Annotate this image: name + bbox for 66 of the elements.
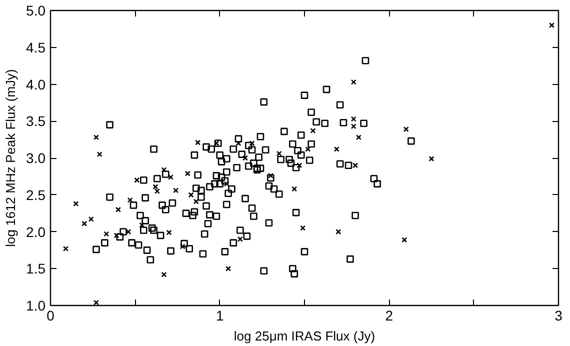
point — [403, 126, 409, 132]
point — [104, 231, 110, 237]
point — [82, 220, 88, 226]
point — [352, 162, 358, 168]
y-axis-title: log 1612 MHz Peak Flux (mJy) — [3, 69, 18, 247]
point — [548, 22, 554, 28]
point — [402, 237, 408, 243]
point — [350, 79, 356, 85]
point — [114, 232, 120, 238]
point — [296, 162, 302, 168]
x-tick-label: 0 — [46, 308, 55, 324]
point — [126, 228, 132, 235]
y-tick-label: 4.5 — [26, 39, 46, 56]
point — [96, 152, 102, 158]
y-tick-label: 2.0 — [26, 224, 46, 240]
point — [237, 236, 243, 242]
point — [268, 172, 274, 178]
point — [226, 266, 232, 272]
y-tick-label: 3.5 — [26, 113, 46, 130]
point — [180, 244, 186, 250]
point — [73, 200, 79, 206]
point — [195, 140, 201, 146]
point — [184, 170, 190, 176]
point — [93, 134, 99, 140]
point — [93, 300, 99, 306]
point — [300, 225, 306, 231]
y-tick-label: 2.5 — [26, 186, 46, 203]
y-tick-label: 5.0 — [26, 2, 46, 18]
point — [214, 140, 220, 146]
point — [334, 146, 340, 152]
point — [161, 272, 167, 278]
point — [428, 156, 434, 162]
point — [350, 116, 356, 122]
x-tick-label: 1 — [216, 308, 224, 324]
point — [188, 192, 194, 198]
point — [168, 174, 174, 180]
point — [276, 150, 282, 156]
point — [305, 146, 311, 152]
point — [88, 216, 94, 222]
point — [193, 198, 199, 204]
point — [310, 128, 316, 134]
point — [242, 155, 248, 161]
point — [350, 124, 356, 130]
point — [173, 188, 179, 194]
point — [62, 246, 69, 252]
point — [224, 181, 230, 187]
point — [127, 197, 133, 203]
y-tick-label: 3.0 — [26, 150, 46, 166]
x-tick-label: 2 — [385, 308, 394, 324]
point — [336, 228, 342, 235]
point — [292, 186, 298, 192]
point — [166, 230, 172, 236]
point — [139, 222, 145, 228]
point — [154, 188, 160, 194]
x-tick-label: 3 — [554, 308, 563, 324]
point — [249, 140, 255, 146]
point — [236, 140, 242, 146]
point — [161, 167, 167, 173]
point — [115, 206, 122, 212]
point — [134, 177, 140, 183]
point — [152, 184, 158, 190]
x-axis-title: log 25μm IRAS Flux (Jy) — [234, 328, 376, 344]
point — [356, 134, 362, 140]
y-tick-label: 1.0 — [26, 298, 46, 314]
y-tick-label: 1.5 — [26, 260, 46, 277]
y-tick-label: 4.0 — [26, 76, 46, 92]
